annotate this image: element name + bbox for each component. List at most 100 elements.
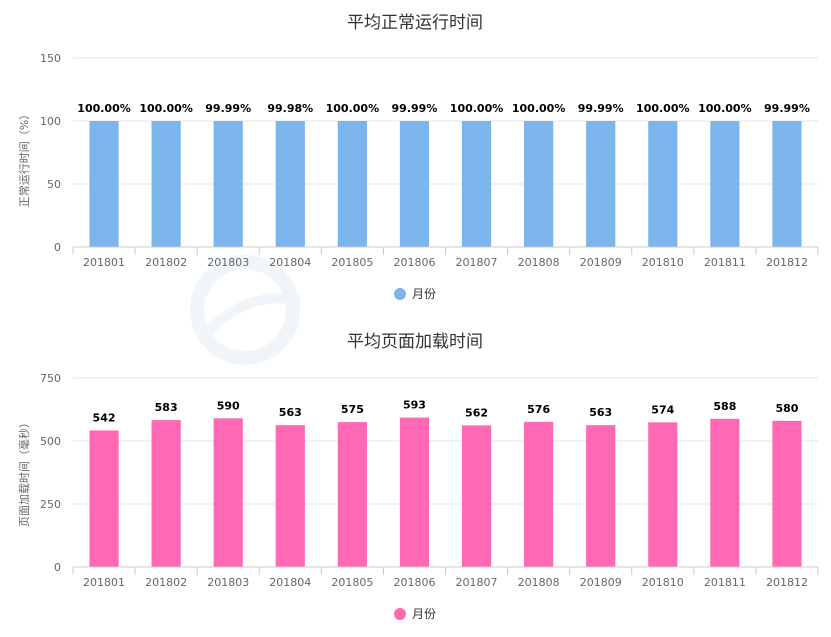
bar[interactable] [772,121,802,247]
watermark-logo-icon [190,255,300,365]
bar[interactable] [151,121,181,247]
bar[interactable] [772,420,802,567]
data-label: 563 [589,406,612,419]
x-tick-label: 201808 [518,256,560,269]
y-tick-label: 150 [40,52,61,65]
x-tick-label: 201811 [704,256,746,269]
y-axis-label: 页面加载时间（毫秒） [17,417,31,527]
y-tick-label: 100 [40,115,61,128]
data-label: 576 [527,403,550,416]
y-tick-label: 250 [40,498,61,511]
data-label: 100.00% [698,102,751,115]
bar[interactable] [89,121,119,247]
data-label: 563 [279,406,302,419]
data-label: 99.99% [578,102,624,115]
data-label: 99.99% [205,102,251,115]
data-label: 575 [341,403,364,416]
bar[interactable] [648,422,678,567]
x-tick-label: 201807 [456,576,498,589]
y-tick-label: 0 [54,241,61,254]
bar[interactable] [151,420,181,567]
legend-label[interactable]: 月份 [412,287,436,301]
x-tick-label: 201802 [145,576,187,589]
legend-label[interactable]: 月份 [412,607,436,621]
watermark-logo-swoosh [201,293,301,339]
x-tick-label: 201812 [766,256,808,269]
bar[interactable] [524,421,554,567]
x-axis: 201801 201802 201803 201804 201805 201806 2018… [72,566,819,589]
y-gridlines [73,377,818,505]
data-label: 542 [93,411,116,424]
data-label: 100.00% [512,102,565,115]
data-label: 583 [155,401,178,414]
data-label: 580 [775,402,798,415]
data-label: 99.99% [764,102,810,115]
data-label: 100.00% [139,102,192,115]
x-tick-label: 201807 [456,256,498,269]
x-tick-label: 201803 [207,576,249,589]
watermark [190,255,301,365]
bar[interactable] [524,121,554,247]
y-tick-label: 500 [40,435,61,448]
x-tick-label: 201801 [83,256,125,269]
data-label: 100.00% [636,102,689,115]
y-tick-label: 750 [40,372,61,385]
bar[interactable] [648,121,678,247]
data-label: 100.00% [450,102,503,115]
page-load-chart: 平均页面加载时间 0 250 500 750 页面加载时间（毫秒） 542 583 590… [17,332,819,621]
chart-title: 平均正常运行时间 [347,13,483,33]
x-tick-label: 201809 [580,576,622,589]
data-label: 593 [403,399,426,412]
x-tick-label: 201806 [393,256,435,269]
bar[interactable] [461,425,492,567]
x-tick-label: 201811 [704,576,746,589]
bar[interactable] [710,121,740,247]
bars [89,121,802,247]
data-label: 100.00% [326,102,379,115]
bar[interactable] [710,418,740,567]
bar[interactable] [337,121,367,247]
legend[interactable]: 月份 [394,607,436,621]
bar[interactable] [461,121,492,247]
y-tick-label: 0 [54,561,61,574]
x-tick-label: 201808 [518,576,560,589]
x-tick-label: 201802 [145,256,187,269]
bar[interactable] [213,418,243,567]
data-labels: 542 583 590 563 575 593 562 576 563 574 588 580 [93,399,799,425]
data-label: 562 [465,406,488,419]
data-label: 590 [217,399,240,412]
y-tick-labels: 0 250 500 750 [40,372,61,574]
y-tick-label: 50 [47,178,61,191]
legend[interactable]: 月份 [394,287,436,301]
bars [89,417,802,567]
data-labels: 100.00% 100.00% 99.99% 99.98% 100.00% 99.99% 1… [77,102,810,115]
data-label: 100.00% [77,102,130,115]
bar[interactable] [399,417,430,567]
chart-title: 平均页面加载时间 [347,332,483,352]
bar[interactable] [586,121,616,247]
x-tick-label: 201805 [331,256,373,269]
x-tick-label: 201812 [766,576,808,589]
x-tick-label: 201810 [642,576,684,589]
x-axis: 201801 201802 201803 201804 201805 201806 2018… [72,246,819,269]
x-tick-label: 201805 [331,576,373,589]
x-tick-label: 201801 [83,576,125,589]
bar[interactable] [275,425,305,567]
data-label: 588 [713,400,736,413]
legend-marker-icon[interactable] [394,288,406,300]
bar[interactable] [213,121,243,247]
x-tick-label: 201809 [580,256,622,269]
bar[interactable] [89,430,119,567]
bar[interactable] [399,121,430,247]
x-tick-label: 201804 [269,256,311,269]
data-label: 99.99% [392,102,438,115]
bar[interactable] [586,425,616,567]
x-tick-label: 201806 [393,576,435,589]
legend-marker-icon[interactable] [394,608,406,620]
data-label: 99.98% [267,102,313,115]
x-tick-label: 201810 [642,256,684,269]
bar[interactable] [337,422,367,567]
bar[interactable] [275,121,305,247]
